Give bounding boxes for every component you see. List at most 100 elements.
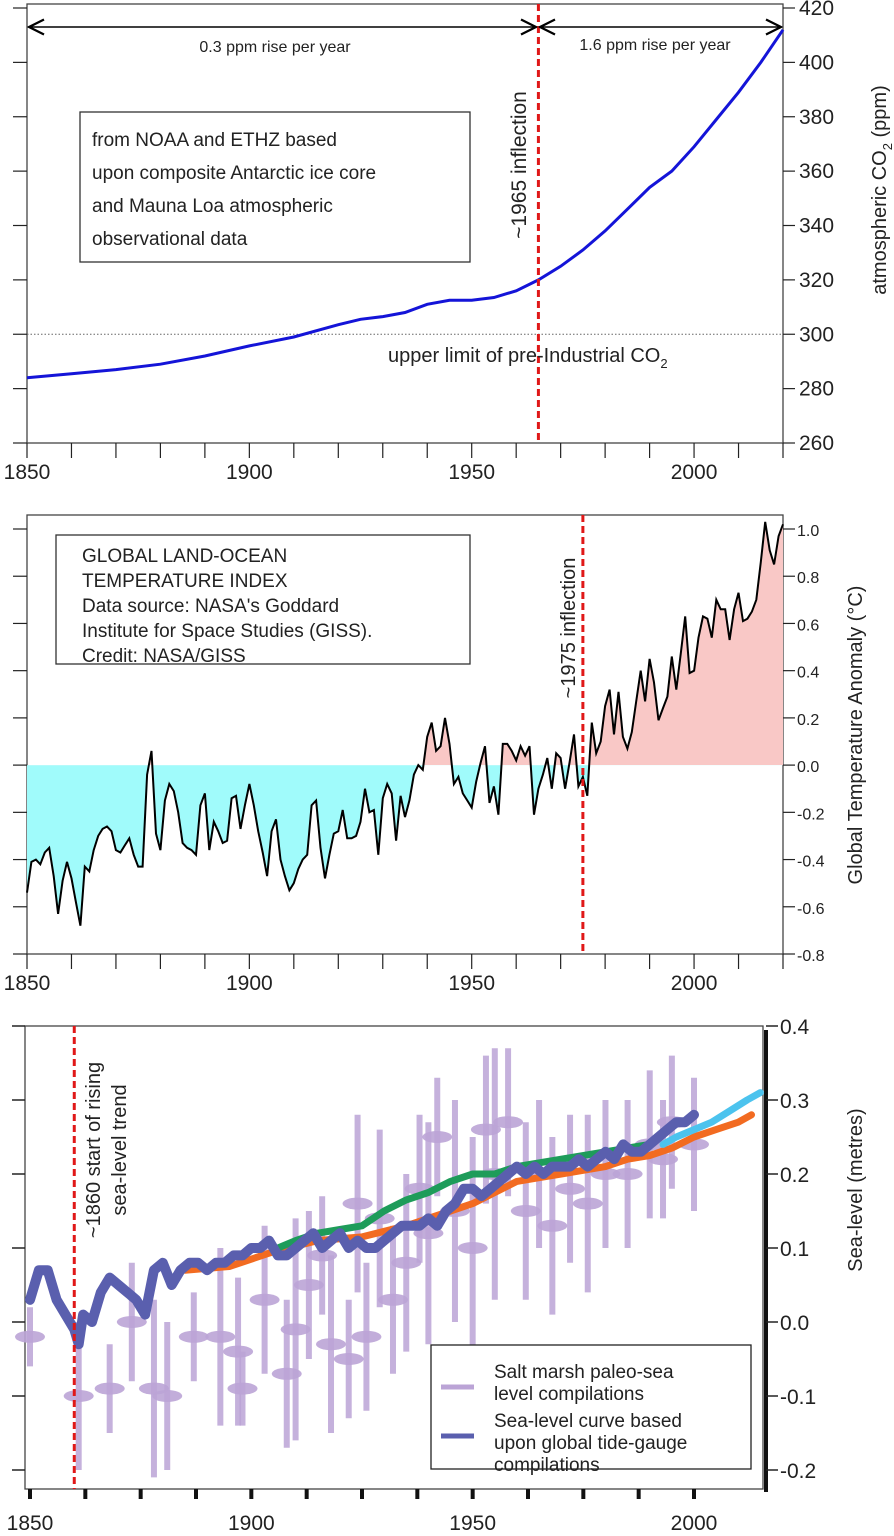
salt-marsh-point — [333, 1353, 364, 1365]
sea-inflection-label: ~1860 start of rising — [83, 1062, 105, 1238]
y-tick-label: -0.1 — [780, 1386, 816, 1409]
positive-anomaly-area — [27, 521, 783, 766]
y-tick-label: 260 — [799, 432, 834, 455]
x-tick-label: 2000 — [671, 972, 718, 995]
x-tick-label: 1850 — [7, 1512, 54, 1535]
y-tick-label: 0.8 — [797, 570, 819, 587]
temp-source-line: TEMPERATURE INDEX — [82, 571, 288, 592]
co2-inflection-label: ~1965 inflection — [508, 91, 531, 239]
salt-marsh-point — [316, 1338, 347, 1351]
co2-chart: 1850 1900 1950 2000 260 280 300 320 340 360 380 400… — [4, 0, 894, 484]
y-tick-label: -0.4 — [797, 854, 825, 871]
x-tick-label: 1850 — [4, 461, 51, 484]
salt-marsh-point — [555, 1182, 586, 1195]
salt-marsh-point — [152, 1390, 183, 1402]
legend-label: upon global tide-gauge — [494, 1433, 687, 1454]
co2-y-axis-label: atmospheric CO2 (ppm) — [869, 85, 894, 295]
co2-source-line: upon composite Antarctic ice core — [92, 163, 376, 184]
co2-threshold-label: upper limit of pre-Industrial CO2 — [388, 345, 668, 371]
salt-marsh-point — [612, 1168, 643, 1180]
x-tick-label: 2000 — [671, 1512, 718, 1535]
salt-marsh-point — [178, 1330, 209, 1343]
temp-source-line: Credit: NASA/GISS — [82, 646, 246, 667]
salt-marsh-point — [205, 1330, 236, 1343]
y-tick-label: 0.0 — [780, 1312, 809, 1335]
x-tick-label: 1950 — [448, 972, 495, 995]
satellite-sea-level-curve — [659, 1089, 764, 1148]
y-tick-label: 340 — [799, 215, 834, 238]
salt-marsh-point — [457, 1242, 488, 1254]
negative-anomaly-area — [27, 765, 590, 926]
co2-annotation-box — [79, 111, 471, 263]
y-tick-label: -0.8 — [797, 948, 825, 965]
y-tick-label: 0.2 — [780, 1164, 809, 1187]
y-tick-label: 400 — [799, 51, 834, 74]
salt-marsh-point — [493, 1116, 524, 1129]
y-tick-label: 0.0 — [797, 759, 819, 776]
x-tick-label: 1850 — [4, 972, 51, 995]
salt-marsh-point — [510, 1205, 541, 1217]
y-tick-label: -0.2 — [780, 1460, 816, 1483]
salt-marsh-point — [377, 1293, 408, 1306]
co2-source-line: observational data — [92, 229, 248, 250]
salt-marsh-point — [293, 1279, 324, 1291]
sea-level-chart: 1850 1900 1950 2000-0.2-0.10.00.10.20.30.4 … — [7, 1016, 867, 1535]
temp-annotation-box — [55, 534, 471, 665]
salt-marsh-point — [15, 1330, 45, 1343]
salt-marsh-point — [572, 1197, 603, 1210]
legend-label: level compilations — [494, 1384, 644, 1405]
x-tick-label: 2000 — [671, 461, 718, 484]
salt-marsh-point — [249, 1293, 280, 1306]
co2-rate-after: 1.6 ppm rise per year — [579, 37, 731, 54]
salt-marsh-point — [94, 1382, 125, 1395]
temp-y-axis-label: Global Temperature Anomaly (°C) — [845, 586, 867, 885]
y-tick-label: 380 — [799, 106, 834, 129]
x-tick-label: 1950 — [448, 461, 495, 484]
legend-label: Salt marsh paleo-sea — [494, 1362, 674, 1383]
green-sea-level-curve — [274, 1140, 654, 1252]
y-tick-label: 300 — [799, 323, 834, 346]
x-tick-label: 1900 — [228, 1512, 275, 1535]
temperature-line — [26, 521, 784, 926]
salt-marsh-point — [537, 1219, 568, 1232]
y-tick-label: 0.2 — [797, 712, 819, 729]
co2-source-line: from NOAA and ETHZ based — [92, 130, 337, 151]
y-tick-label: 0.4 — [780, 1016, 810, 1039]
y-tick-label: 420 — [799, 0, 834, 20]
y-tick-label: 1.0 — [797, 523, 819, 540]
x-tick-label: 1900 — [226, 972, 273, 995]
y-tick-label: 0.4 — [797, 665, 819, 682]
legend-label: compilations — [494, 1455, 600, 1476]
temperature-chart: 1850 1900 1950 2000 -0.8 -0.6 -0.4 -0.2 0.0 0.2 0.… — [4, 514, 867, 995]
co2-line — [26, 28, 785, 380]
y-tick-label: 0.1 — [780, 1238, 809, 1261]
temp-source-line: Institute for Space Studies (GISS). — [82, 621, 372, 642]
salt-marsh-point — [223, 1345, 254, 1358]
sea-y-axis-label: Sea-level (metres) — [845, 1108, 867, 1271]
y-tick-label: 0.3 — [780, 1090, 809, 1113]
y-tick-label: 360 — [799, 160, 834, 183]
y-tick-label: -0.2 — [797, 806, 825, 823]
co2-source-line: and Mauna Loa atmospheric — [92, 196, 333, 217]
sea-inflection-label: sea-level trend — [109, 1084, 131, 1215]
temp-source-line: GLOBAL LAND-OCEAN — [82, 546, 287, 567]
x-tick-label: 1900 — [226, 461, 273, 484]
y-tick-label: -0.6 — [797, 901, 825, 918]
salt-marsh-point — [422, 1131, 453, 1143]
co2-rate-before: 0.3 ppm rise per year — [199, 39, 351, 56]
salt-marsh-point — [280, 1323, 311, 1336]
temp-source-line: Data source: NASA's Goddard — [82, 596, 339, 617]
salt-marsh-point — [351, 1330, 382, 1343]
tide-gauge-curve — [25, 1109, 699, 1350]
salt-marsh-point — [227, 1382, 258, 1395]
y-tick-label: 320 — [799, 269, 834, 292]
legend-label: Sea-level curve based — [494, 1411, 682, 1432]
x-tick-label: 1950 — [449, 1512, 496, 1535]
salt-marsh-point — [116, 1316, 147, 1328]
salt-marsh-point — [391, 1256, 422, 1269]
salt-marsh-point — [342, 1197, 373, 1210]
temp-inflection-label: ~1975 inflection — [558, 558, 580, 699]
salt-marsh-point — [63, 1390, 94, 1402]
sea-legend-box — [430, 1344, 752, 1470]
